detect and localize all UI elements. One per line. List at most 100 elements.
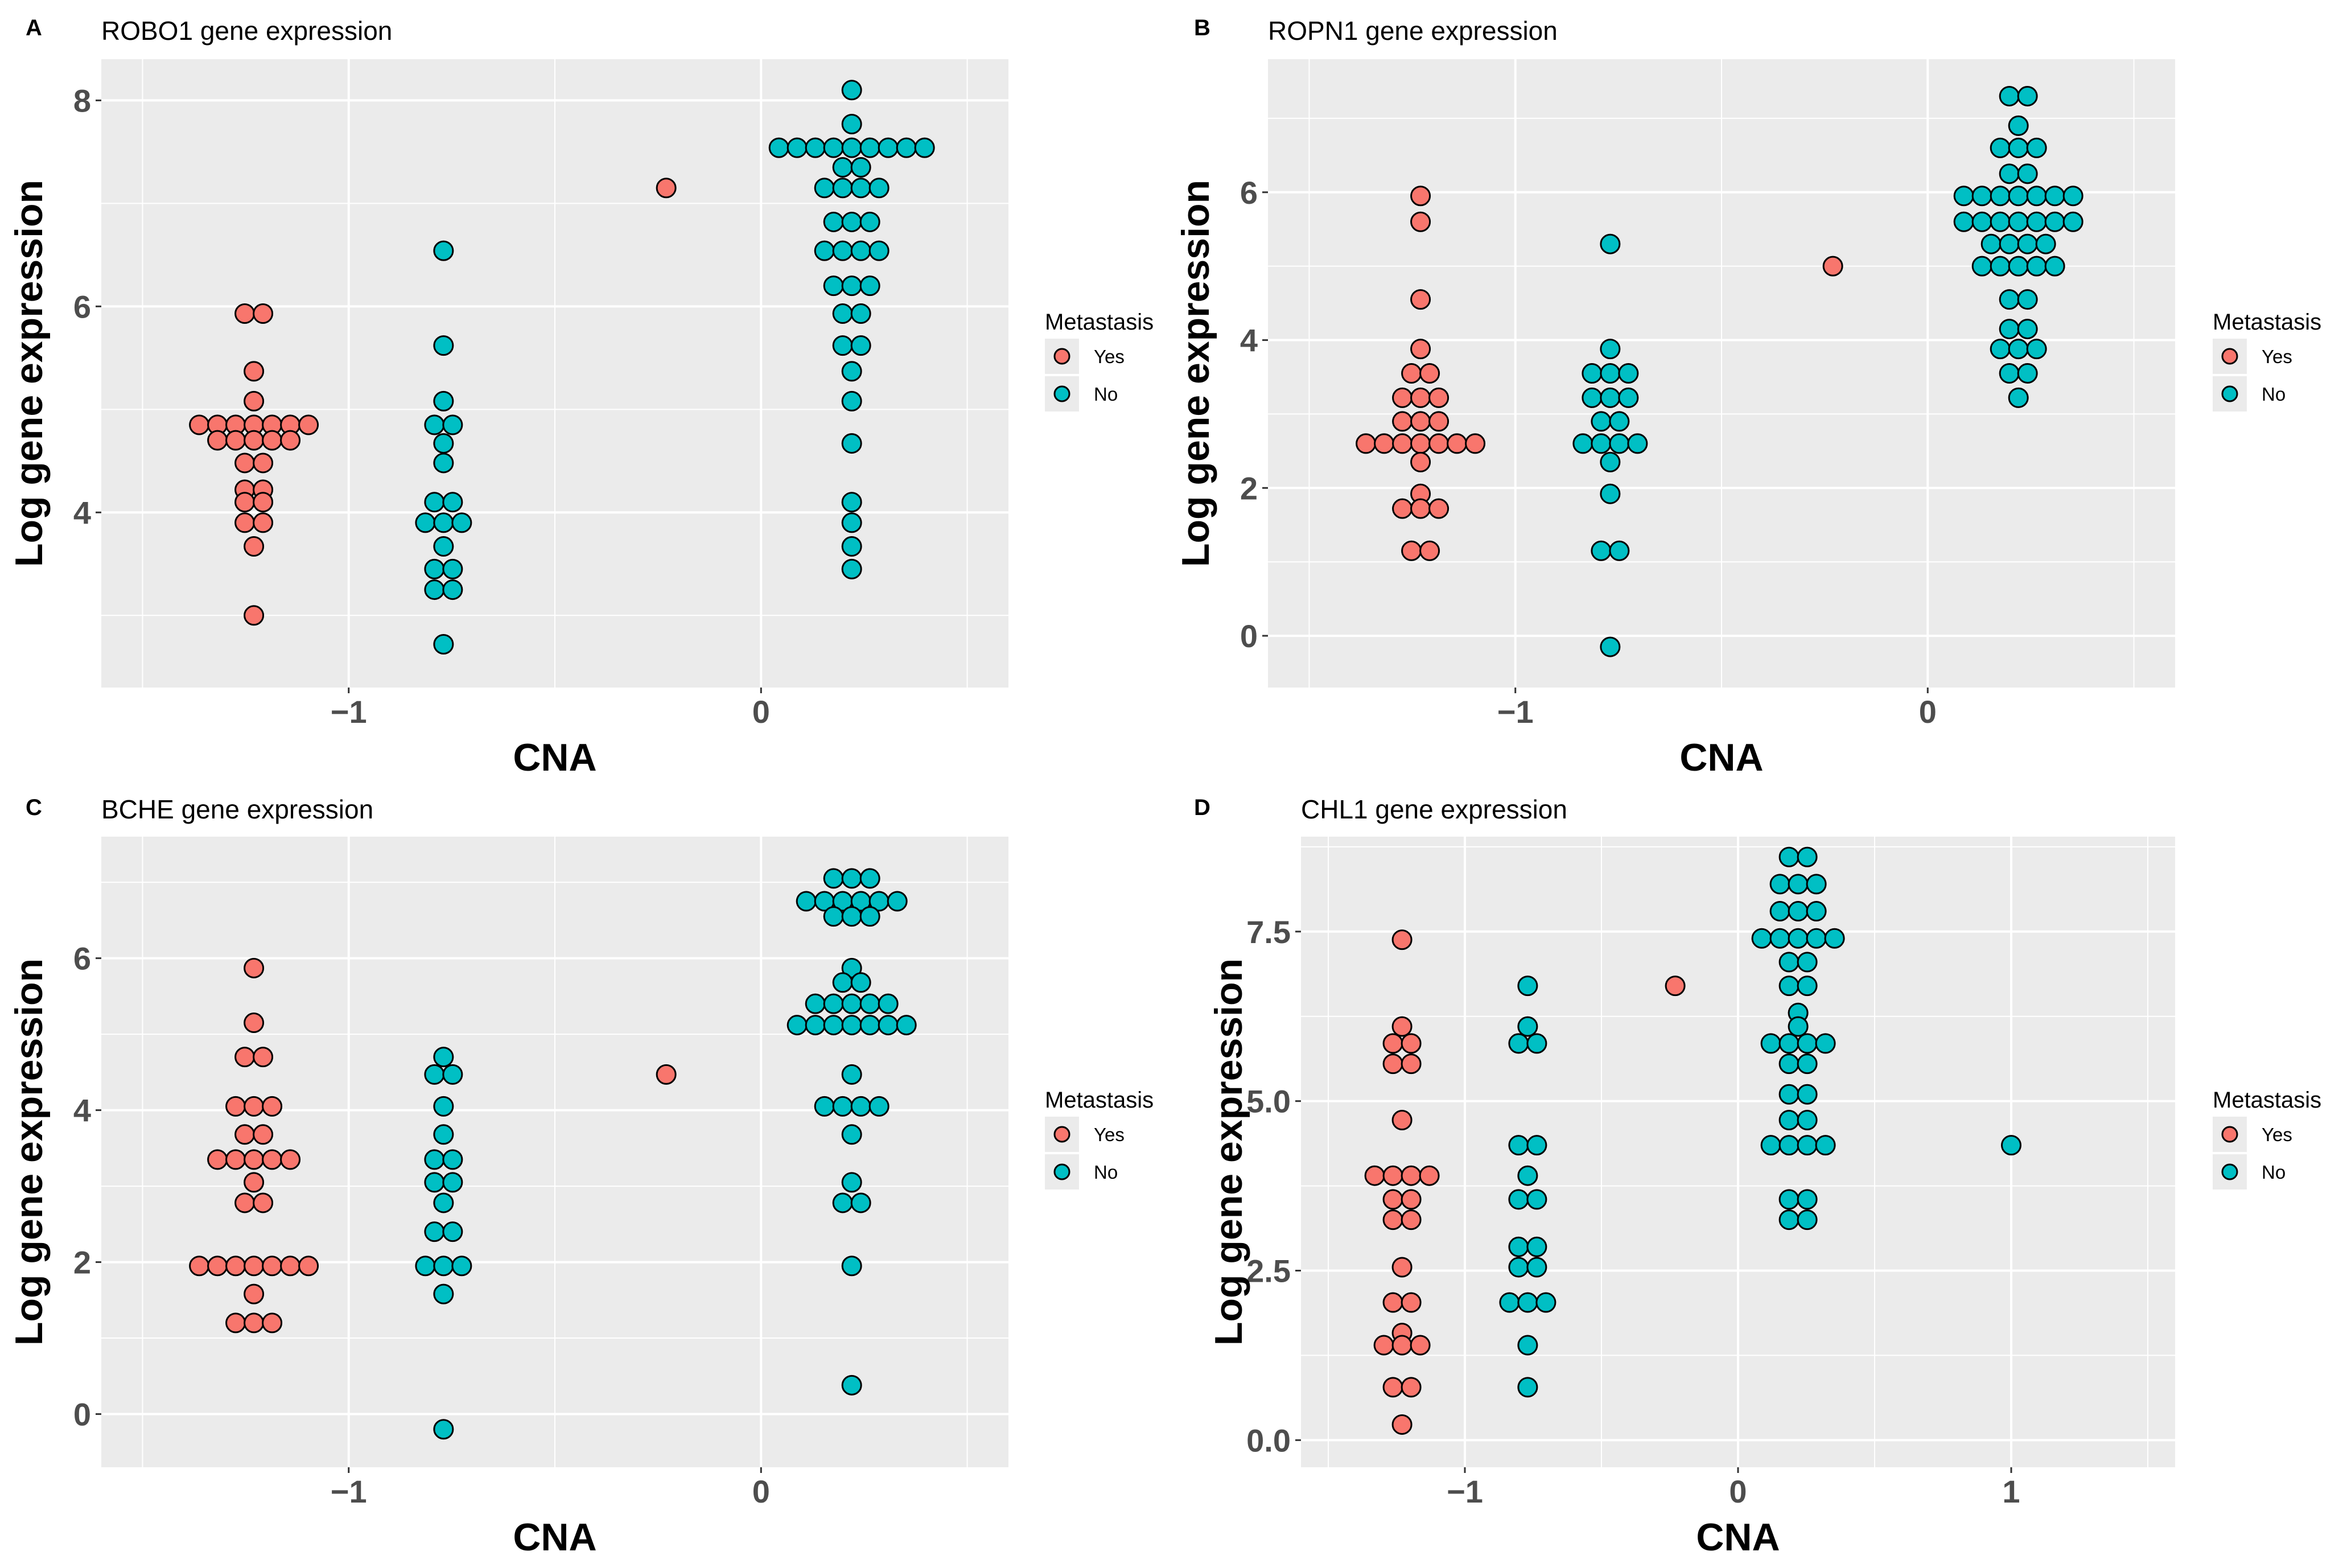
data-point-no (1600, 233, 1621, 254)
data-point-no (841, 275, 862, 297)
data-point-yes (234, 303, 256, 324)
data-point-no (914, 137, 935, 158)
data-point-no (1797, 1209, 1818, 1230)
y-axis-title: Log gene expression (1174, 180, 1217, 567)
data-point-yes (244, 1283, 265, 1304)
data-point-no (433, 1256, 454, 1277)
data-point-no (433, 240, 454, 261)
panel-letter: B (1194, 15, 1210, 40)
data-point-yes (253, 1047, 274, 1068)
data-point-no (1600, 483, 1621, 504)
data-point-no (832, 178, 853, 199)
y-tick-label: 6 (73, 289, 91, 324)
data-point-no (859, 137, 880, 158)
data-point-yes (298, 414, 319, 435)
data-point-no (1797, 976, 1818, 997)
data-point-no (424, 1172, 445, 1193)
data-point-no (442, 579, 463, 600)
data-point-yes (244, 1013, 265, 1034)
data-point-no (1999, 163, 2020, 184)
legend: Metastasis Yes No (2213, 310, 2321, 411)
data-point-no (2026, 137, 2047, 158)
data-point-no (2008, 186, 2029, 207)
data-point-no (796, 891, 817, 912)
data-point-no (433, 512, 454, 533)
data-point-no (2026, 211, 2047, 232)
data-point-no (1769, 901, 1790, 922)
y-tick-label: 6 (1240, 175, 1258, 211)
legend-label-yes: Yes (1094, 1124, 1125, 1145)
data-point-no (1517, 1292, 1538, 1313)
data-point-yes (1410, 339, 1431, 360)
data-point-no (2008, 137, 2029, 158)
data-point-no (859, 211, 880, 232)
data-point-no (442, 1149, 463, 1170)
data-point-yes (189, 414, 210, 435)
data-point-no (1778, 1135, 1800, 1156)
data-point-no (1526, 1135, 1547, 1156)
legend-key-yes (1053, 348, 1070, 365)
data-point-no (451, 1256, 472, 1277)
data-point-no (2017, 85, 2038, 106)
data-point-no (878, 993, 899, 1014)
legend-label-yes: Yes (2262, 1124, 2292, 1145)
data-point-no (841, 957, 862, 978)
data-point-no (442, 414, 463, 435)
data-point-no (841, 137, 862, 158)
data-point-no (1517, 1335, 1538, 1356)
data-point-yes (1410, 498, 1431, 519)
chart-panel-d: D CHL1 gene expression 0.0 2.5 5.0 7.5 −1 0 1 CNA… (1194, 795, 2321, 1559)
data-point-yes (1391, 929, 1413, 950)
data-point-yes (234, 1047, 256, 1068)
data-point-yes (244, 1256, 265, 1277)
x-axis-title: CNA (513, 736, 596, 779)
data-point-yes (207, 1256, 228, 1277)
data-point-yes (225, 430, 246, 451)
data-point-no (1572, 433, 1593, 454)
data-point-no (868, 1096, 890, 1117)
data-point-no (1990, 339, 2011, 360)
data-point-no (1591, 433, 1612, 454)
data-point-no (2008, 115, 2029, 136)
data-point-yes (280, 1149, 301, 1170)
legend-key-no (1053, 385, 1070, 402)
data-point-yes (1401, 1209, 1422, 1230)
y-axis-title: Log gene expression (7, 180, 51, 567)
legend-title: Metastasis (1045, 1088, 1154, 1113)
y-tick-label: 2.5 (1246, 1253, 1291, 1289)
data-point-no (2026, 339, 2047, 360)
data-point-yes (225, 1256, 246, 1277)
data-point-no (841, 1124, 862, 1145)
data-point-no (2026, 256, 2047, 277)
data-point-no (1999, 289, 2020, 310)
data-point-no (2017, 233, 2038, 254)
data-point-no (1535, 1292, 1556, 1313)
data-point-no (887, 891, 908, 912)
data-point-yes (244, 536, 265, 557)
data-point-no (1517, 976, 1538, 997)
data-point-yes (280, 1256, 301, 1277)
data-point-no (1508, 1033, 1529, 1054)
data-point-no (1778, 1053, 1800, 1075)
data-point-yes (1401, 1292, 1422, 1313)
legend-label-no: No (1094, 384, 1118, 405)
data-point-no (841, 211, 862, 232)
data-point-yes (1410, 387, 1431, 408)
data-point-yes (253, 1192, 274, 1213)
data-point-no (433, 390, 454, 411)
data-point-no (878, 1015, 899, 1036)
data-point-no (841, 80, 862, 101)
data-point-no (841, 1015, 862, 1036)
legend: Metastasis Yes No (1045, 1088, 1154, 1190)
data-point-no (850, 157, 871, 178)
data-point-yes (1391, 1257, 1413, 1278)
data-point-no (1797, 1084, 1818, 1105)
data-point-no (805, 1015, 826, 1036)
data-point-no (1953, 211, 1974, 232)
data-point-no (1971, 186, 1992, 207)
data-point-no (823, 993, 844, 1014)
data-point-yes (234, 1124, 256, 1145)
data-point-yes (234, 512, 256, 533)
data-point-yes (1419, 363, 1440, 384)
legend-key-yes (2221, 1126, 2238, 1143)
